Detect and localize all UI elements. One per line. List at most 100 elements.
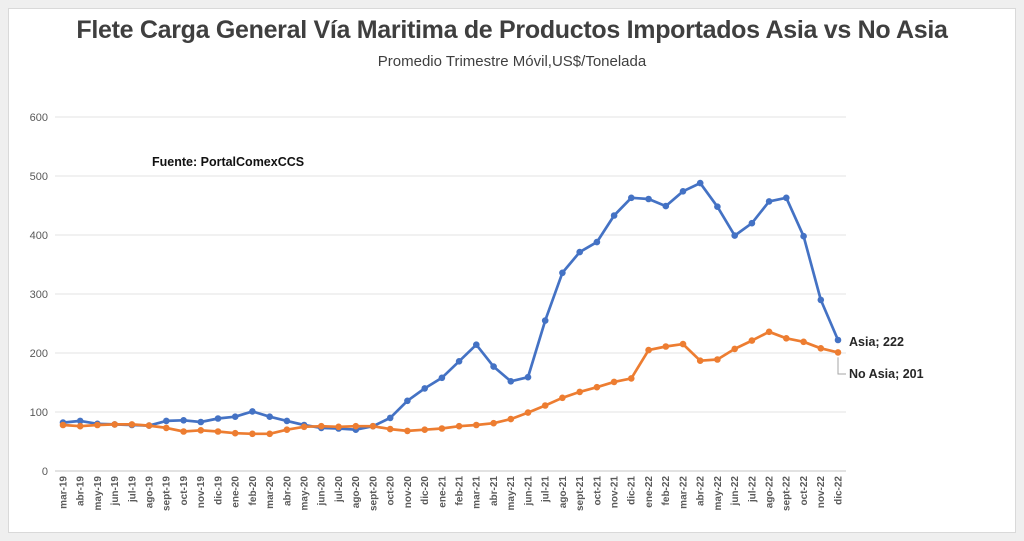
- no-asia-data-point: [111, 421, 118, 428]
- asia-end-label: Asia; 222: [849, 335, 904, 349]
- x-axis-tick-label: jul-20: [334, 476, 345, 504]
- no-asia-data-point: [817, 345, 825, 352]
- chart-panel: [8, 8, 1016, 533]
- no-asia-data-point: [335, 423, 342, 431]
- x-axis-tick-label: mar-22: [678, 476, 689, 509]
- asia-data-point: [473, 341, 480, 349]
- asia-data-point: [404, 397, 411, 405]
- chart-title: Flete Carga General Vía Maritima de Prod…: [76, 16, 948, 44]
- source-note: Fuente: PortalComexCCS: [152, 155, 304, 169]
- x-axis-tick-label: abr-19: [76, 476, 87, 506]
- x-axis-tick-label: ago-22: [765, 476, 776, 509]
- no-asia-data-point: [783, 335, 790, 342]
- no-asia-data-point: [145, 422, 153, 429]
- asia-data-point: [628, 194, 635, 202]
- no-asia-data-point: [524, 409, 532, 416]
- no-asia-data-point: [266, 430, 274, 438]
- x-axis-tick-label: ago-20: [351, 476, 362, 509]
- x-axis-tick-label: feb-22: [661, 476, 672, 506]
- x-axis-tick-label: feb-21: [455, 476, 466, 506]
- no-asia-data-point: [714, 356, 721, 363]
- x-axis-tick-label: oct-19: [179, 476, 190, 506]
- asia-data-point: [714, 203, 721, 210]
- asia-data-point: [576, 248, 583, 256]
- no-asia-data-point: [473, 421, 480, 429]
- no-asia-data-point: [214, 428, 222, 435]
- asia-data-point: [214, 415, 222, 422]
- asia-data-point: [610, 212, 618, 219]
- asia-data-point: [249, 408, 256, 415]
- no-asia-data-point: [507, 415, 515, 423]
- asia-data-point: [163, 417, 170, 425]
- x-axis-tick-label: may-22: [713, 476, 724, 511]
- no-asia-data-point: [593, 383, 601, 391]
- x-axis-tick-label: abr-22: [696, 476, 707, 506]
- no-asia-data-point: [541, 402, 549, 409]
- asia-data-point: [283, 417, 291, 425]
- x-axis-tick-label: sept-21: [575, 476, 586, 511]
- y-axis-tick-label: 100: [30, 407, 48, 419]
- asia-data-point: [645, 195, 652, 203]
- x-axis-tick-label: may-21: [506, 476, 517, 511]
- y-axis-tick-label: 600: [30, 112, 48, 124]
- asia-data-point: [421, 385, 429, 392]
- x-axis-tick-label: nov-22: [816, 476, 827, 509]
- asia-data-point: [662, 202, 670, 210]
- no-asia-data-point: [731, 345, 738, 353]
- x-axis-tick-label: dic-21: [627, 476, 638, 505]
- x-axis-tick-label: feb-20: [248, 476, 259, 506]
- no-asia-data-point: [610, 378, 618, 386]
- y-axis-tick-label: 500: [30, 171, 48, 183]
- asia-data-point: [817, 296, 825, 304]
- asia-data-point: [386, 414, 394, 422]
- asia-data-point: [834, 336, 842, 344]
- x-axis-tick-label: ago-19: [145, 476, 156, 509]
- x-axis-tick-label: abr-20: [282, 476, 293, 506]
- asia-data-point: [593, 238, 601, 246]
- asia-data-point: [783, 194, 790, 202]
- x-axis-tick-label: abr-21: [489, 476, 500, 506]
- no-asia-data-point: [800, 338, 807, 346]
- no-asia-data-point: [748, 337, 756, 344]
- x-axis-tick-label: dic-22: [833, 476, 844, 505]
- x-axis-tick-label: dic-20: [420, 476, 431, 505]
- x-axis-tick-label: mar-19: [58, 476, 69, 509]
- no-asia-data-point: [369, 422, 377, 430]
- no-asia-data-point: [231, 429, 239, 437]
- no-asia-data-point: [94, 421, 101, 429]
- no-asia-data-point: [249, 430, 256, 438]
- asia-data-point: [731, 232, 738, 239]
- no-asia-data-point: [455, 422, 463, 430]
- asia-data-point: [748, 219, 756, 227]
- y-axis-tick-label: 0: [42, 466, 48, 478]
- asia-data-point: [490, 363, 497, 370]
- x-axis-tick-label: nov-21: [610, 476, 621, 509]
- asia-data-point: [696, 179, 704, 187]
- no-asia-data-point: [352, 422, 360, 430]
- asia-data-point: [76, 417, 84, 425]
- y-axis-tick-label: 400: [30, 230, 48, 242]
- no-asia-data-point: [679, 340, 687, 348]
- x-axis-tick-label: jun-19: [110, 476, 121, 507]
- x-axis-tick-label: ene-22: [644, 476, 655, 508]
- asia-data-point: [455, 358, 463, 365]
- no-asia-label-leader-line: [837, 357, 846, 375]
- no-asia-data-point: [576, 388, 583, 396]
- x-axis-tick-label: nov-19: [196, 476, 207, 509]
- x-axis-tick-label: mar-21: [472, 476, 483, 509]
- x-axis-tick-label: ene-21: [437, 476, 448, 508]
- x-axis-tick-label: mar-20: [265, 476, 276, 509]
- asia-data-point: [266, 413, 274, 421]
- x-axis-tick-label: jun-22: [730, 476, 741, 507]
- no-asia-data-point: [628, 375, 635, 382]
- x-axis-tick-label: may-20: [300, 476, 311, 511]
- x-axis-tick-label: sept-19: [162, 476, 173, 511]
- asia-data-point: [541, 317, 549, 324]
- x-axis-tick-label: nov-20: [403, 476, 414, 509]
- no-asia-end-label: No Asia; 201: [849, 367, 924, 381]
- asia-data-point: [197, 418, 205, 426]
- asia-data-point: [438, 374, 446, 382]
- no-asia-data-point: [559, 394, 566, 402]
- no-asia-data-point: [300, 423, 308, 431]
